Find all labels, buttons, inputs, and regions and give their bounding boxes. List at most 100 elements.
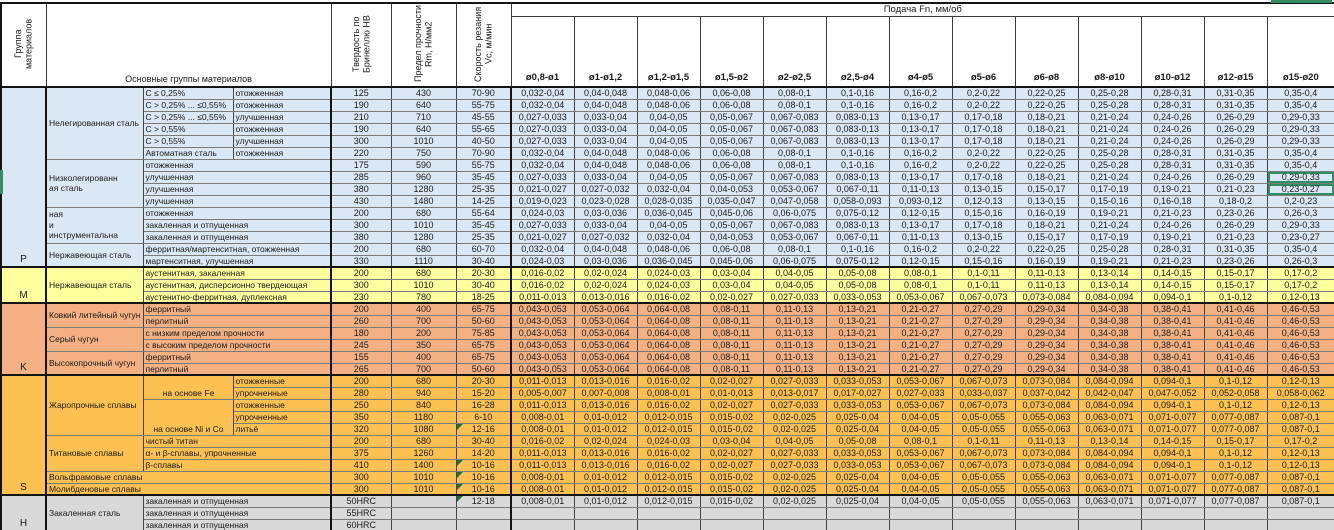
material-cell[interactable]: Нержавеющая сталь [45, 242, 144, 268]
feed-cell[interactable]: 0,032-0,04 [510, 86, 575, 100]
feed-cell[interactable]: 0,013-0,016 [573, 446, 638, 460]
feed-cell[interactable]: 0,2-0,22 [951, 158, 1016, 172]
feed-cell[interactable]: 0,11-0,13 [1014, 434, 1079, 448]
feed-cell[interactable]: 0,008-0,01 [510, 470, 575, 484]
feed-cell[interactable]: 0,027-0,032 [573, 230, 638, 244]
feed-cell[interactable]: 0,26-0,29 [1203, 122, 1268, 136]
material-cell[interactable]: на основе Fe [142, 374, 234, 400]
feed-cell[interactable]: 0,05-0,055 [951, 482, 1016, 496]
material-cell[interactable]: чистый титан [142, 434, 332, 448]
strength-cell[interactable]: 1260 [390, 446, 457, 460]
material-cell[interactable]: Вольфрамовые сплавы [45, 470, 332, 484]
feed-cell[interactable] [951, 506, 1016, 520]
speed-cell[interactable]: 16-28 [455, 398, 512, 412]
feed-cell[interactable]: 0,03-0,04 [699, 278, 764, 292]
feed-cell[interactable]: 0,15-0,17 [1203, 434, 1268, 448]
feed-cell[interactable]: 0,016-0,02 [636, 290, 701, 304]
feed-cell[interactable]: 0,25-0,28 [1077, 86, 1142, 100]
feed-cell[interactable]: 0,073-0,084 [1014, 458, 1079, 472]
feed-cell[interactable]: 0,058-0,093 [825, 194, 890, 208]
feed-cell[interactable]: 0,025-0,04 [825, 422, 890, 436]
feed-cell[interactable]: 0,06-0,08 [699, 242, 764, 256]
material-cell[interactable]: улучшенная [232, 110, 332, 124]
material-cell[interactable]: аустенитно-ферритная, дуплексная [142, 290, 332, 304]
feed-cell[interactable]: 0,08-0,1 [888, 434, 953, 448]
feed-cell[interactable] [951, 518, 1016, 530]
strength-cell[interactable]: 1180 [390, 410, 457, 424]
feed-cell[interactable]: 0,05-0,055 [951, 422, 1016, 436]
feed-cell[interactable]: 0,01-0,012 [573, 494, 638, 508]
feed-cell[interactable]: 0,28-0,31 [1140, 86, 1205, 100]
feed-cell[interactable]: 0,067-0,11 [825, 182, 890, 196]
feed-cell[interactable]: 0,35-0,4 [1266, 86, 1334, 100]
speed-cell[interactable]: 10-16 [455, 482, 512, 496]
feed-cell[interactable]: 0,02-0,027 [699, 458, 764, 472]
feed-cell[interactable]: 0,13-0,15 [951, 230, 1016, 244]
feed-cell[interactable]: 0,13-0,17 [888, 110, 953, 124]
feed-cell[interactable]: 0,41-0,46 [1203, 314, 1268, 328]
feed-cell[interactable]: 0,13-0,17 [888, 134, 953, 148]
feed-cell[interactable]: 0,41-0,46 [1203, 350, 1268, 364]
speed-cell[interactable]: 18-25 [455, 290, 512, 304]
speed-cell[interactable]: 65-75 [455, 302, 512, 316]
feed-cell[interactable]: 0,04-0,05 [888, 410, 953, 424]
feed-cell[interactable]: 0,048-0,06 [636, 242, 701, 256]
feed-cell[interactable]: 0,17-0,18 [951, 134, 1016, 148]
feed-cell[interactable]: 0,012-0,015 [636, 470, 701, 484]
feed-cell[interactable]: 0,04-0,05 [762, 278, 827, 292]
feed-cell[interactable]: 0,04-0,05 [636, 218, 701, 232]
feed-cell[interactable]: 0,16-0,2 [888, 146, 953, 160]
feed-column-header[interactable]: ø1-ø1,2 [573, 15, 638, 88]
feed-cell[interactable]: 0,032-0,04 [510, 146, 575, 160]
feed-cell[interactable]: 0,025-0,04 [825, 410, 890, 424]
hardness-cell[interactable]: 200 [330, 374, 392, 388]
feed-column-header[interactable]: ø1,2-ø1,5 [636, 15, 701, 88]
feed-cell[interactable]: 0,025-0,04 [825, 482, 890, 496]
feed-cell[interactable]: 0,19-0,21 [1077, 206, 1142, 220]
feed-cell[interactable]: 0,055-0,063 [1014, 482, 1079, 496]
feed-cell[interactable]: 0,17-0,2 [1266, 434, 1334, 448]
group-letter-cell-K[interactable]: K [0, 302, 47, 376]
material-cell[interactable]: с высоким пределом прочности [142, 338, 332, 352]
feed-cell[interactable]: 0,075-0,12 [825, 206, 890, 220]
feed-cell[interactable]: 0,035-0,047 [699, 194, 764, 208]
material-cell[interactable]: отожженная [142, 206, 332, 220]
feed-column-header[interactable]: ø8-ø10 [1077, 15, 1142, 88]
feed-cell[interactable]: 0,2-0,22 [951, 86, 1016, 100]
material-cell[interactable]: Нелегированная сталь [45, 86, 144, 160]
feed-cell[interactable]: 0,067-0,073 [951, 374, 1016, 388]
feed-cell[interactable]: 0,24-0,26 [1140, 134, 1205, 148]
feed-cell[interactable]: 0,015-0,02 [699, 422, 764, 436]
feed-cell[interactable]: 0,02-0,024 [573, 266, 638, 280]
feed-cell[interactable]: 0,043-0,053 [510, 338, 575, 352]
material-cell[interactable]: отожженная [232, 146, 332, 160]
feed-cell[interactable]: 0,1-0,16 [825, 98, 890, 112]
hardness-cell[interactable]: 300 [330, 482, 392, 496]
feed-cell[interactable]: 0,08-0,1 [762, 98, 827, 112]
feed-cell[interactable]: 0,027-0,033 [510, 110, 575, 124]
feed-cell[interactable]: 0,048-0,06 [636, 98, 701, 112]
feed-cell[interactable]: 0,053-0,067 [888, 398, 953, 412]
material-cell[interactable]: Высокопрочный чугун [45, 350, 144, 376]
material-cell[interactable]: C > 0,55% [142, 122, 234, 136]
feed-cell[interactable]: 0,043-0,053 [510, 302, 575, 316]
feed-cell[interactable]: 0,053-0,064 [573, 362, 638, 376]
strength-cell[interactable]: 960 [390, 170, 457, 184]
feed-cell[interactable]: 0,05-0,067 [699, 170, 764, 184]
feed-cell[interactable]: 0,11-0,13 [762, 314, 827, 328]
feed-cell[interactable]: 0,008-0,01 [510, 482, 575, 496]
feed-cell[interactable]: 0,033-0,04 [573, 170, 638, 184]
feed-cell[interactable]: 0,02-0,027 [699, 398, 764, 412]
feed-cell[interactable]: 0,27-0,29 [951, 338, 1016, 352]
group-letter-cell-P[interactable]: P [0, 86, 47, 268]
feed-cell[interactable]: 0,26-0,29 [1203, 110, 1268, 124]
feed-cell[interactable]: 0,13-0,21 [825, 302, 890, 316]
feed-cell[interactable]: 0,11-0,13 [762, 326, 827, 340]
feed-cell[interactable]: 0,22-0,25 [1014, 158, 1079, 172]
group-letter-cell-S[interactable]: S [0, 374, 47, 496]
material-cell[interactable]: Титановые сплавы [45, 434, 144, 472]
hardness-cell[interactable]: 50HRC [330, 494, 392, 508]
feed-cell[interactable]: 0,007-0,008 [573, 386, 638, 400]
feed-cell[interactable]: 0,16-0,2 [888, 242, 953, 256]
strength-cell[interactable]: 750 [390, 146, 457, 160]
